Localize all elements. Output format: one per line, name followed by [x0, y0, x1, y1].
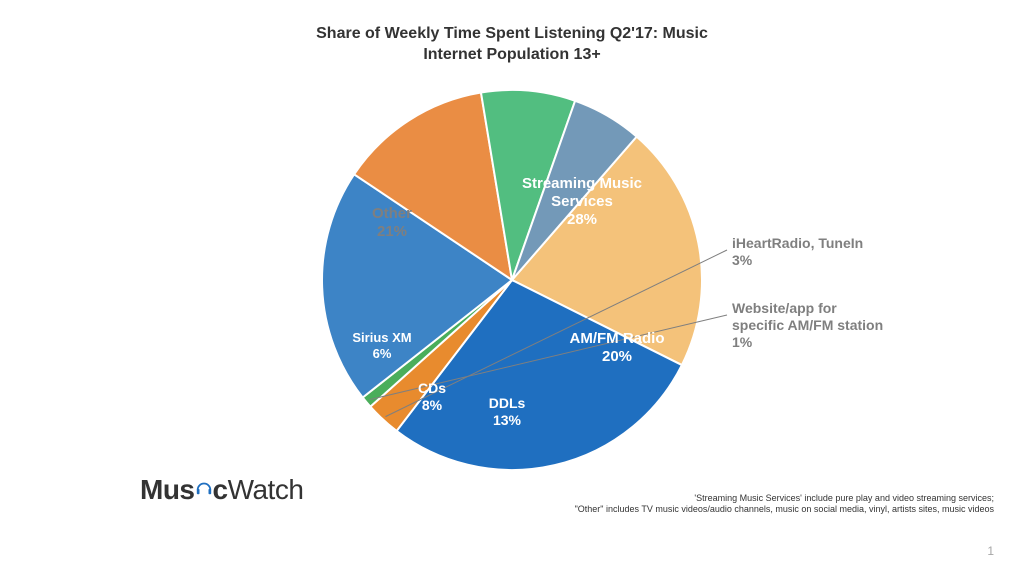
logo-watch: Watch [228, 474, 304, 505]
chart-title: Share of Weekly Time Spent Listening Q2'… [316, 24, 708, 66]
musicwatch-logo: MuscWatch [140, 474, 303, 506]
headphones-icon [195, 472, 213, 490]
footnote-line-1: 'Streaming Music Services' include pure … [575, 493, 994, 505]
title-line-1: Share of Weekly Time Spent Listening Q2'… [316, 24, 708, 45]
slice-label-external: iHeartRadio, TuneIn3% [732, 235, 932, 269]
pie-chart: Other21%Streaming MusicServices28%iHeart… [312, 80, 712, 480]
page-number: 1 [987, 544, 994, 558]
footnote-line-2: "Other" includes TV music videos/audio c… [575, 504, 994, 516]
pie-svg [312, 80, 712, 480]
slice-label-external: Website/app forspecific AM/FM station1% [732, 300, 932, 350]
footnote: 'Streaming Music Services' include pure … [575, 493, 994, 516]
logo-mus: Mus [140, 474, 195, 505]
title-line-2: Internet Population 13+ [316, 45, 708, 66]
logo-c: c [213, 474, 228, 505]
